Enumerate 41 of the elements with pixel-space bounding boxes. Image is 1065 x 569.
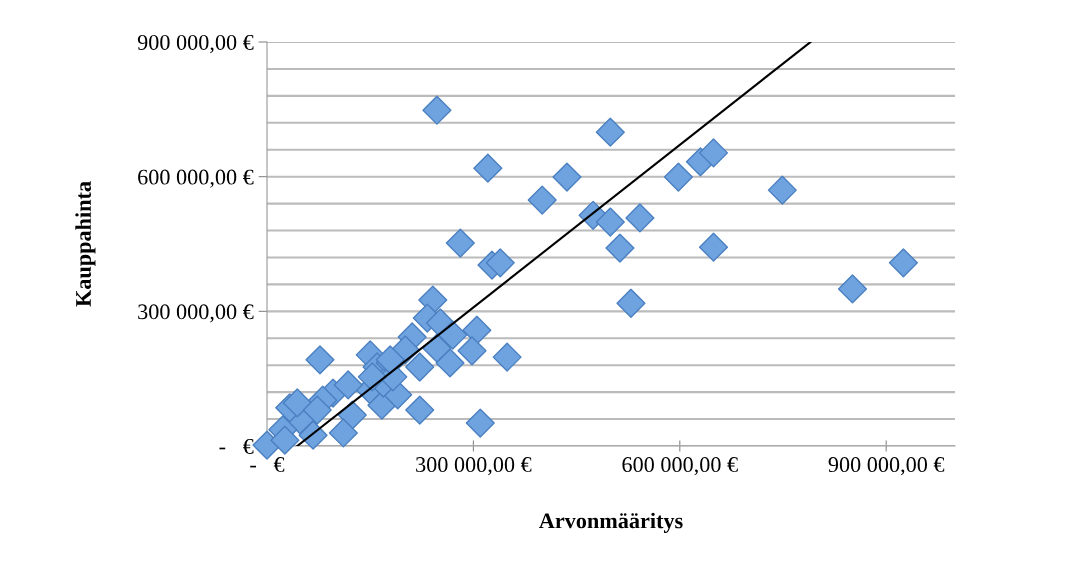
- x-axis-title: Arvonmääritys: [539, 512, 683, 533]
- point: [663, 162, 694, 192]
- point: [405, 395, 435, 425]
- y-tick-label: 600 000,00 €: [138, 169, 254, 188]
- x-tick-label: 900 000,00 €: [828, 457, 945, 476]
- point: [837, 274, 868, 304]
- x-tick-label: - €: [250, 457, 285, 473]
- point: [888, 248, 918, 278]
- point: [698, 232, 729, 262]
- x-tick-label: 300 000,00 €: [416, 457, 532, 476]
- point: [422, 95, 452, 125]
- point: [625, 203, 655, 233]
- point: [457, 336, 487, 366]
- point: [465, 408, 495, 438]
- point: [595, 117, 625, 147]
- point: [473, 153, 503, 183]
- point: [698, 138, 729, 168]
- point: [302, 395, 332, 425]
- y-tick-label: - €: [219, 438, 254, 454]
- point: [328, 418, 358, 448]
- point: [616, 288, 646, 318]
- point: [282, 388, 312, 418]
- point: [492, 342, 522, 372]
- point: [270, 425, 300, 455]
- point: [438, 320, 468, 350]
- y-tick-label: 300 000,00 €: [138, 304, 254, 323]
- point: [305, 345, 335, 375]
- point: [595, 207, 625, 237]
- y-axis-title: Kauppahinta: [75, 181, 96, 307]
- point: [435, 348, 465, 378]
- point: [445, 228, 475, 258]
- y-tick-label: 900 000,00 €: [137, 34, 254, 54]
- point: [552, 162, 582, 192]
- point: [527, 185, 557, 215]
- point: [605, 233, 635, 263]
- point: [405, 352, 435, 382]
- point: [485, 248, 515, 278]
- point: [333, 370, 363, 400]
- point: [767, 175, 797, 205]
- point: [462, 315, 492, 345]
- x-tick-label: 600 000,00 €: [622, 457, 738, 476]
